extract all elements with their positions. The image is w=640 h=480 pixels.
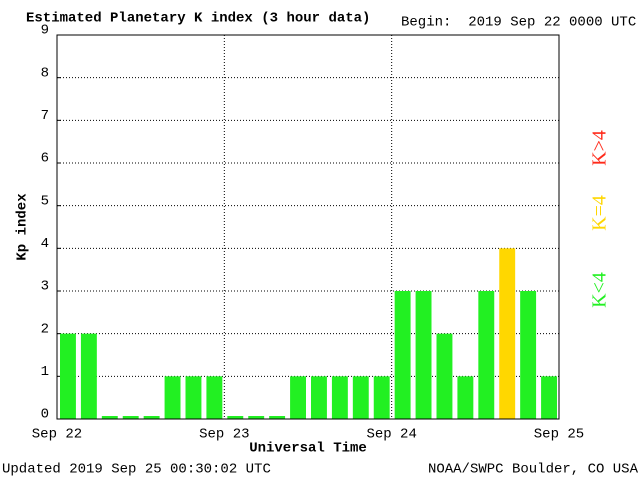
bar: [373, 376, 390, 419]
x-tick-label: Sep 25: [534, 427, 584, 443]
bar: [80, 333, 97, 419]
legend-entry: K>4: [589, 130, 611, 166]
bar: [143, 416, 160, 419]
plot-border: [56, 34, 560, 420]
x-tick-label: Sep 22: [32, 427, 82, 443]
y-tick-label: 3: [41, 279, 49, 295]
y-tick-label: 6: [41, 151, 49, 167]
bar: [331, 376, 348, 419]
bar: [185, 376, 202, 419]
x-axis-label: Universal Time: [249, 441, 367, 457]
y-axis-label: Kp index: [15, 193, 31, 261]
y-tick-label: 9: [41, 23, 49, 39]
bar: [60, 333, 76, 419]
y-tick-label: 5: [41, 193, 49, 209]
bar: [311, 376, 327, 419]
bar: [478, 291, 495, 419]
bar: [101, 416, 118, 419]
legend-entry: K<4: [589, 272, 611, 308]
footer-left: Updated 2019 Sep 25 00:30:02 UTC: [2, 462, 271, 478]
bar: [541, 376, 557, 419]
y-tick-label: 7: [41, 108, 49, 124]
bar: [164, 376, 181, 419]
legend-entry: K=4: [589, 195, 611, 231]
y-tick-label: 2: [41, 321, 49, 337]
bar: [436, 333, 453, 419]
bar: [457, 376, 474, 419]
x-tick-label: Sep 24: [366, 427, 416, 443]
y-tick-label: 1: [41, 364, 49, 380]
bar: [122, 416, 139, 419]
bar: [415, 291, 432, 419]
bar: [394, 291, 411, 419]
bar: [206, 376, 223, 419]
y-tick-label: 8: [41, 65, 49, 81]
y-tick-label: 4: [41, 236, 49, 252]
bar: [227, 416, 244, 419]
bar: [269, 416, 286, 419]
bar: [499, 248, 516, 419]
footer-right: NOAA/SWPC Boulder, CO USA: [428, 462, 639, 478]
bar: [248, 416, 265, 419]
bar: [290, 376, 306, 419]
bar: [352, 376, 369, 419]
x-tick-label: Sep 23: [199, 427, 249, 443]
subtitle: Begin: 2019 Sep 22 0000 UTC: [401, 15, 636, 31]
bar: [520, 291, 537, 419]
y-tick-label: 0: [41, 407, 49, 423]
chart-title: Estimated Planetary K index (3 hour data…: [26, 11, 370, 27]
